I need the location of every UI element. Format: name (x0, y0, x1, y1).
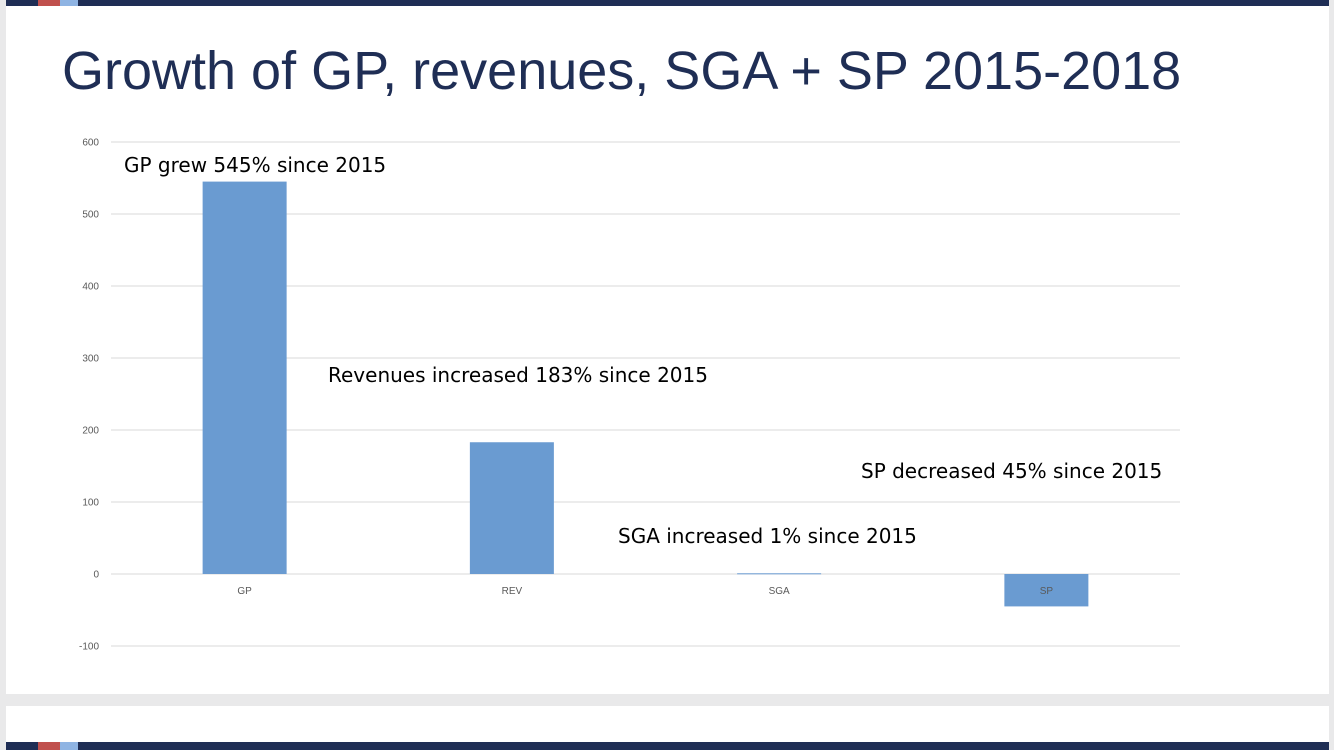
y-tick-label: -100 (79, 642, 99, 653)
x-category-label: GP (237, 586, 252, 597)
x-category-label: SGA (769, 586, 790, 597)
y-tick-label: 500 (82, 210, 99, 221)
annotation: Revenues increased 183% since 2015 (328, 363, 708, 387)
annotation: SP decreased 45% since 2015 (861, 459, 1162, 483)
bar-rev (469, 442, 554, 574)
slide-title: Growth of GP, revenues, SGA + SP 2015-20… (62, 41, 1182, 101)
x-category-label: REV (502, 586, 523, 597)
header-bar (6, 0, 1329, 6)
annotation: SGA increased 1% since 2015 (618, 524, 917, 548)
bar-gp (202, 181, 287, 574)
next-slide-header-bar (6, 742, 1329, 750)
y-tick-label: 400 (82, 282, 99, 293)
bar-sga (737, 573, 822, 575)
next-slide-preview (6, 706, 1329, 750)
bar-chart: 600 500 400 300 200 100 0 -100 GP REV SGA SP GP grew… (79, 138, 1180, 653)
y-tick-label: 300 (82, 354, 99, 365)
x-category-label: SP (1040, 586, 1054, 597)
annotation: GP grew 545% since 2015 (124, 153, 386, 177)
y-tick-label: 600 (82, 138, 99, 149)
y-tick-label: 0 (93, 570, 99, 581)
y-tick-label: 100 (82, 498, 99, 509)
slide: Growth of GP, revenues, SGA + SP 2015-20… (6, 0, 1329, 694)
bar-sp (1004, 574, 1089, 607)
y-tick-label: 200 (82, 426, 99, 437)
